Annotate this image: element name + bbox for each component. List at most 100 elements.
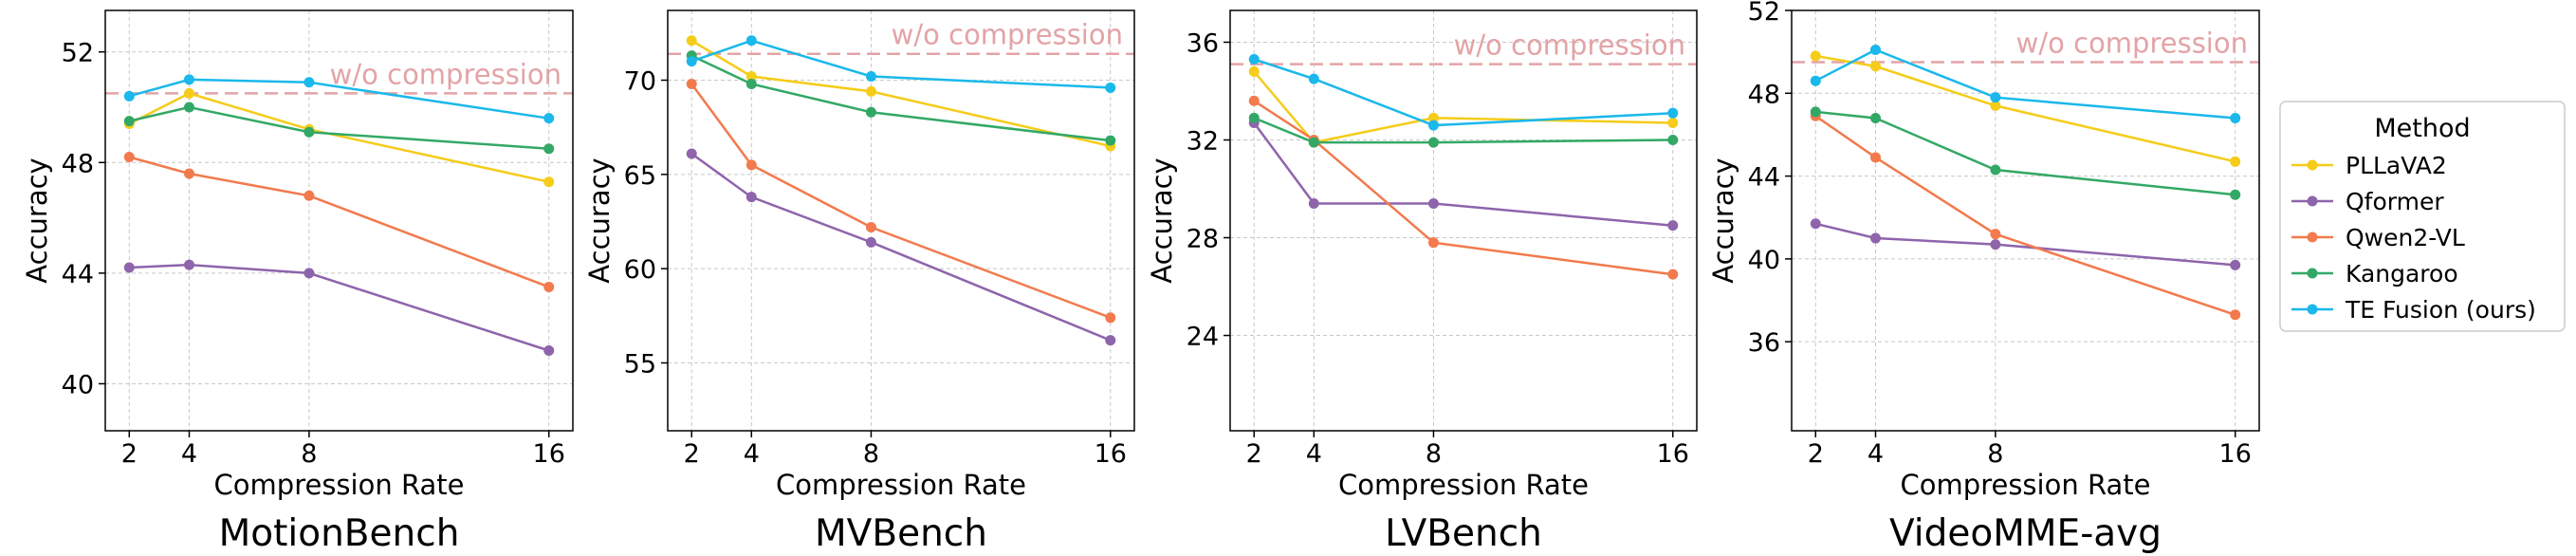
data-point bbox=[1869, 232, 1881, 244]
data-point bbox=[1105, 82, 1116, 93]
data-point bbox=[745, 159, 757, 171]
data-point bbox=[304, 268, 315, 279]
x-tick-label: 16 bbox=[533, 439, 565, 469]
x-tick-label: 8 bbox=[301, 439, 317, 469]
data-point bbox=[1667, 117, 1679, 128]
data-point bbox=[543, 143, 555, 155]
data-point bbox=[865, 85, 876, 97]
data-point bbox=[865, 71, 876, 83]
series-line bbox=[129, 105, 549, 150]
y-axis-label: Accuracy bbox=[21, 158, 53, 283]
data-point bbox=[865, 221, 876, 232]
x-axis-label: Compression Rate bbox=[776, 469, 1026, 501]
y-tick-label: 52 bbox=[62, 39, 94, 68]
data-point bbox=[686, 148, 697, 159]
series-pllava2 bbox=[1810, 50, 2241, 167]
legend-entry-label: PLLaVA2 bbox=[2346, 152, 2447, 179]
y-tick-label: 48 bbox=[1748, 80, 1780, 109]
data-point bbox=[1810, 106, 1821, 118]
data-point bbox=[1248, 65, 1260, 77]
series-line bbox=[1814, 115, 2236, 316]
data-point bbox=[304, 190, 315, 201]
data-point bbox=[1869, 112, 1881, 123]
data-point bbox=[686, 35, 697, 46]
data-point bbox=[686, 78, 697, 89]
x-axis-label: Compression Rate bbox=[1901, 469, 2151, 501]
legend: Method PLLaVA2 Qformer Qwen2-VL Kangaroo TE F… bbox=[2279, 101, 2566, 332]
y-tick-label: 52 bbox=[1748, 0, 1780, 27]
legend-title: Method bbox=[2374, 114, 2470, 143]
y-tick-label: 60 bbox=[624, 255, 656, 285]
x-tick-label: 2 bbox=[684, 439, 700, 469]
x-tick-label: 4 bbox=[1868, 439, 1884, 469]
legend-swatch-marker bbox=[2307, 195, 2318, 207]
data-point bbox=[183, 168, 194, 179]
data-point bbox=[1990, 164, 2001, 176]
data-point bbox=[543, 176, 555, 188]
data-point bbox=[123, 151, 135, 162]
data-point bbox=[1990, 239, 2001, 250]
x-tick-label: 16 bbox=[1657, 439, 1689, 469]
y-tick-label: 44 bbox=[62, 260, 94, 289]
y-tick-label: 44 bbox=[1748, 163, 1780, 193]
series-kangaroo bbox=[686, 50, 1116, 146]
series-qformer bbox=[686, 148, 1116, 346]
baseline-label: w/o compression bbox=[2016, 28, 2248, 60]
series-te-fusion-ours bbox=[1248, 54, 1679, 131]
data-point bbox=[123, 262, 135, 273]
legend-entry: Qformer bbox=[2291, 188, 2444, 215]
data-point bbox=[2230, 309, 2241, 321]
legend-entry: Qwen2-VL bbox=[2291, 224, 2465, 251]
legend-swatch-marker bbox=[2307, 304, 2318, 315]
y-tick-label: 55 bbox=[624, 349, 656, 379]
series-qformer bbox=[1810, 218, 2241, 270]
series-line bbox=[1253, 58, 1673, 127]
data-point bbox=[1667, 220, 1679, 232]
data-point bbox=[304, 126, 315, 138]
x-axis-label: Compression Rate bbox=[1338, 469, 1589, 501]
legend-entry: PLLaVA2 bbox=[2291, 152, 2447, 179]
chart-panel: w/o compression 2 4 8 16 55 60 65 70 Compression … bbox=[583, 9, 1135, 555]
data-point bbox=[1667, 107, 1679, 119]
data-point bbox=[1869, 61, 1881, 72]
y-tick-label: 65 bbox=[624, 161, 656, 191]
series-line bbox=[690, 152, 1112, 342]
legend-entry-label: Qformer bbox=[2346, 188, 2444, 215]
series-line bbox=[1253, 117, 1673, 144]
data-point bbox=[1990, 229, 2001, 240]
series-line bbox=[128, 92, 549, 183]
series-line bbox=[129, 263, 550, 352]
legend-swatch-marker bbox=[2307, 159, 2318, 171]
axes-frame bbox=[104, 9, 574, 432]
x-tick-label: 16 bbox=[1095, 439, 1127, 469]
series-line bbox=[1815, 54, 2236, 163]
data-point bbox=[1810, 50, 1821, 62]
baseline-label: w/o compression bbox=[892, 19, 1123, 51]
y-axis-label: Accuracy bbox=[583, 158, 616, 283]
axes-frame bbox=[1229, 9, 1698, 432]
x-tick-label: 8 bbox=[1426, 439, 1442, 469]
y-tick-label: 48 bbox=[62, 149, 94, 178]
data-point bbox=[183, 102, 194, 113]
legend-swatch-marker bbox=[2307, 232, 2318, 243]
y-tick-label: 36 bbox=[1187, 28, 1219, 58]
x-axis-label: Compression Rate bbox=[214, 469, 465, 501]
series-te-fusion-ours bbox=[123, 74, 555, 124]
x-tick-label: 2 bbox=[1808, 439, 1824, 469]
data-point bbox=[2230, 259, 2241, 270]
data-point bbox=[183, 259, 194, 270]
data-point bbox=[543, 281, 555, 292]
series-kangaroo bbox=[1248, 112, 1679, 148]
data-point bbox=[1667, 135, 1679, 146]
data-point bbox=[1308, 137, 1319, 148]
legend-entry-label: Qwen2-VL bbox=[2346, 224, 2465, 251]
data-point bbox=[1869, 152, 1881, 163]
data-point bbox=[1308, 197, 1319, 209]
data-point bbox=[123, 116, 135, 127]
x-tick-label: 4 bbox=[181, 439, 197, 469]
series-line bbox=[690, 83, 1112, 319]
series-qformer bbox=[1248, 117, 1679, 232]
